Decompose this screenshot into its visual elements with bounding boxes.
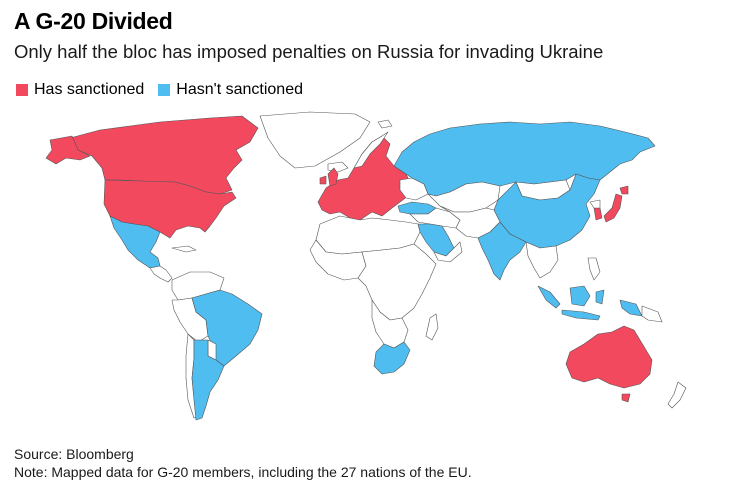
country-philippines	[587, 257, 601, 281]
country-ireland	[319, 175, 327, 185]
country-indonesia-java	[561, 309, 601, 321]
country-southeast-asia	[525, 241, 559, 279]
country-north-korea	[589, 199, 601, 209]
country-yemen-oman	[433, 241, 463, 263]
country-saudi-arabia	[417, 223, 455, 257]
legend: Has sanctioned Hasn't sanctioned	[16, 81, 317, 99]
country-new-zealand	[667, 381, 687, 409]
country-madagascar	[425, 313, 439, 341]
country-indonesia-sumatra	[537, 285, 561, 309]
legend-swatch-sanctioned	[16, 84, 28, 96]
country-svalbard	[377, 119, 393, 129]
country-iceland	[327, 161, 349, 173]
country-united-kingdom	[327, 167, 339, 187]
legend-label-not-sanctioned: Hasn't sanctioned	[176, 81, 303, 98]
country-central-america	[149, 265, 173, 283]
country-cuba	[171, 245, 197, 253]
chart-subtitle: Only half the bloc has imposed penalties…	[14, 41, 604, 62]
country-japan-hokkaido	[619, 185, 629, 195]
chart-title: A G-20 Divided	[14, 8, 173, 34]
country-indonesia-sulawesi	[595, 289, 605, 305]
legend-item-not-sanctioned: Hasn't sanctioned	[158, 81, 303, 99]
legend-label-sanctioned: Has sanctioned	[34, 81, 145, 98]
source-note: Source: Bloomberg	[14, 446, 134, 462]
country-central-east-africa	[357, 243, 437, 321]
country-alaska	[45, 135, 91, 165]
legend-swatch-not-sanctioned	[158, 84, 171, 96]
country-argentina	[191, 339, 225, 421]
country-australia	[565, 325, 653, 389]
country-brazil	[191, 289, 263, 367]
country-japan	[603, 193, 623, 223]
country-greenland	[259, 111, 371, 169]
country-south-africa	[373, 341, 411, 375]
country-india	[477, 221, 527, 281]
legend-item-sanctioned: Has sanctioned	[16, 81, 144, 99]
country-tasmania	[621, 393, 631, 403]
country-indonesia-borneo	[569, 285, 591, 307]
country-south-korea	[593, 207, 603, 221]
map-note: Note: Mapped data for G-20 members, incl…	[14, 464, 472, 480]
country-papua-new-guinea	[641, 305, 663, 323]
world-map	[45, 111, 687, 421]
country-norway	[353, 131, 389, 169]
country-indonesia-papua	[619, 299, 643, 317]
footer: Source: Bloomberg Note: Mapped data for …	[14, 445, 472, 481]
country-mexico	[109, 215, 161, 269]
